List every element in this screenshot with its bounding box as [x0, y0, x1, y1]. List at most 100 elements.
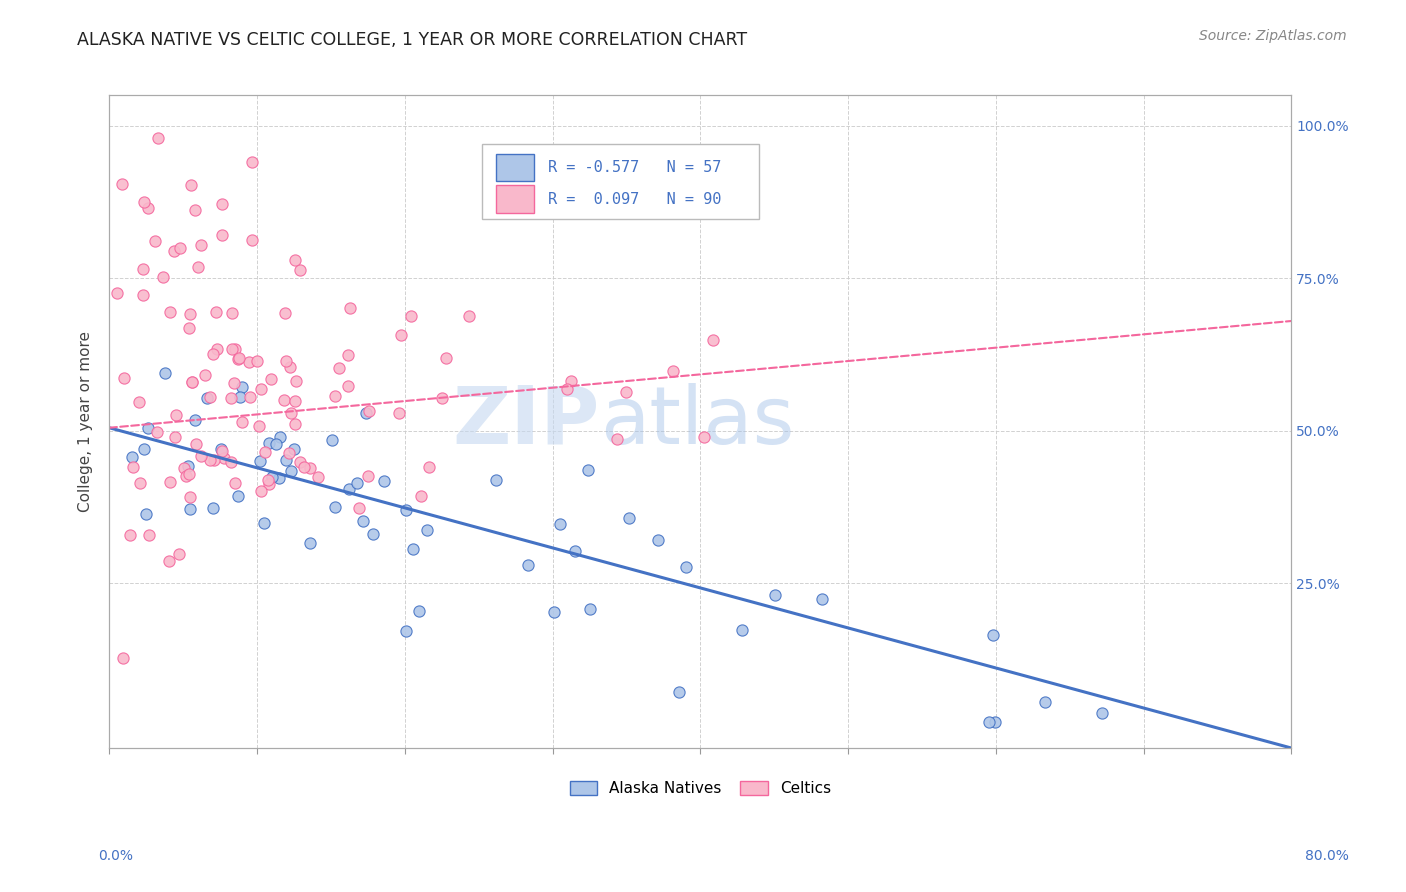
Point [389, 328, 412, 343]
Point [347, 500, 370, 515]
Point [180, 375, 202, 389]
Point [337, 483, 360, 497]
Point [221, 342, 243, 356]
Point [402, 542, 425, 557]
Point [112, 370, 135, 384]
Point [219, 455, 242, 469]
Point [159, 305, 181, 319]
Text: atlas: atlas [600, 383, 794, 460]
FancyBboxPatch shape [482, 145, 759, 219]
Point [280, 464, 302, 478]
Point [228, 391, 250, 405]
Point [212, 451, 235, 466]
Point [155, 366, 177, 380]
Point [131, 262, 153, 277]
Point [266, 437, 288, 451]
Point [247, 419, 270, 434]
Point [395, 624, 418, 639]
Point [249, 454, 271, 468]
Point [169, 547, 191, 561]
Text: R =  0.097   N = 90: R = 0.097 N = 90 [548, 192, 721, 207]
Point [176, 459, 198, 474]
Text: ALASKA NATIVE VS CELTIC COLLEGE, 1 YEAR OR MORE CORRELATION CHART: ALASKA NATIVE VS CELTIC COLLEGE, 1 YEAR … [77, 31, 748, 49]
Point [702, 333, 724, 347]
Point [211, 197, 233, 211]
Point [409, 490, 432, 504]
Point [284, 252, 307, 267]
Point [262, 470, 284, 484]
Point [662, 364, 685, 378]
Point [280, 406, 302, 420]
Point [202, 453, 225, 467]
Point [668, 684, 690, 698]
FancyBboxPatch shape [496, 186, 534, 213]
Point [259, 476, 281, 491]
Point [138, 528, 160, 542]
Point [177, 321, 200, 335]
Point [211, 443, 233, 458]
Point [134, 442, 156, 456]
Point [257, 473, 280, 487]
Point [339, 301, 361, 315]
Point [228, 351, 250, 365]
Point [280, 359, 302, 374]
Point [184, 436, 207, 450]
Point [560, 374, 582, 388]
Point [675, 559, 697, 574]
Point [284, 374, 307, 388]
Point [284, 393, 307, 408]
Text: ZIP: ZIP [453, 383, 600, 460]
Point [221, 306, 243, 320]
FancyBboxPatch shape [496, 154, 534, 181]
Point [246, 353, 269, 368]
Legend: Alaska Natives, Celtics: Alaska Natives, Celtics [564, 774, 837, 803]
Point [288, 455, 311, 469]
Point [190, 449, 212, 463]
Point [346, 476, 368, 491]
Point [179, 490, 201, 504]
Point [163, 430, 186, 444]
Point [647, 533, 669, 547]
Point [617, 510, 640, 524]
Point [198, 452, 221, 467]
Point [136, 421, 159, 435]
Point [128, 395, 150, 409]
Point [981, 628, 1004, 642]
Point [307, 469, 329, 483]
Point [238, 390, 260, 404]
Point [323, 388, 346, 402]
Point [118, 527, 141, 541]
Point [226, 351, 249, 366]
Point [179, 502, 201, 516]
Point [430, 391, 453, 405]
Point [187, 260, 209, 275]
Point [284, 417, 307, 432]
Point [274, 353, 297, 368]
Point [231, 380, 253, 394]
Point [135, 507, 157, 521]
Point [614, 385, 637, 400]
Point [274, 306, 297, 320]
Point [373, 475, 395, 489]
Point [143, 234, 166, 248]
Point [811, 591, 834, 606]
Point [283, 442, 305, 457]
Point [224, 342, 246, 356]
Y-axis label: College, 1 year or more: College, 1 year or more [79, 331, 93, 512]
Point [485, 473, 508, 487]
Point [136, 201, 159, 215]
Point [564, 544, 586, 558]
Point [323, 500, 346, 514]
Point [253, 516, 276, 530]
Point [193, 368, 215, 382]
Point [292, 460, 315, 475]
Point [134, 194, 156, 209]
Point [190, 237, 212, 252]
Point [211, 442, 233, 456]
Point [181, 375, 204, 389]
Point [606, 433, 628, 447]
Text: 80.0%: 80.0% [1305, 849, 1350, 863]
Point [179, 307, 201, 321]
Point [169, 241, 191, 255]
Point [184, 413, 207, 427]
